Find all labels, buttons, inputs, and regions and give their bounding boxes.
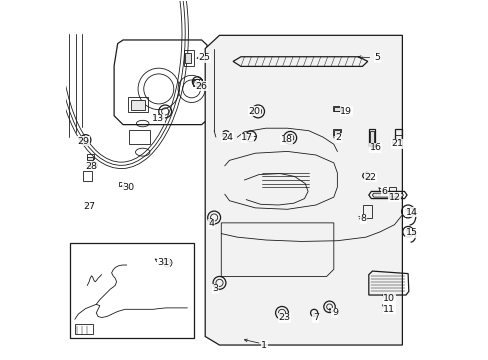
Text: 8: 8 <box>359 214 366 223</box>
Bar <box>86 154 94 159</box>
Text: 3: 3 <box>212 284 218 293</box>
Bar <box>394 129 401 140</box>
Bar <box>363 205 371 217</box>
Bar <box>183 50 193 66</box>
Text: 4: 4 <box>208 219 214 228</box>
Text: 31: 31 <box>157 258 169 267</box>
Bar <box>332 129 340 134</box>
Text: 12: 12 <box>388 193 400 202</box>
Text: 14: 14 <box>405 208 417 217</box>
Text: 28: 28 <box>85 162 98 171</box>
Text: 7: 7 <box>312 313 318 322</box>
Text: 18: 18 <box>280 135 292 144</box>
Polygon shape <box>205 35 402 345</box>
Text: 10: 10 <box>383 294 394 303</box>
Text: 20: 20 <box>248 107 260 116</box>
Bar <box>83 171 92 181</box>
Bar <box>368 129 374 146</box>
Text: 24: 24 <box>221 132 233 141</box>
Text: 21: 21 <box>390 139 403 148</box>
Bar <box>388 187 395 196</box>
Text: 6: 6 <box>381 187 386 196</box>
Text: 26: 26 <box>195 82 207 91</box>
Text: 30: 30 <box>122 183 134 192</box>
Bar <box>128 97 148 112</box>
Bar <box>119 182 124 186</box>
Text: 16: 16 <box>369 143 381 152</box>
Text: 13: 13 <box>152 114 164 123</box>
Text: 17: 17 <box>241 133 253 142</box>
Text: 1: 1 <box>261 341 266 350</box>
Bar <box>192 79 202 86</box>
Bar <box>332 106 340 111</box>
Bar <box>131 100 145 111</box>
Text: 9: 9 <box>331 309 337 318</box>
Bar <box>70 243 194 338</box>
Text: 22: 22 <box>364 173 375 182</box>
Bar <box>333 130 339 134</box>
Bar <box>369 131 373 145</box>
Text: 2: 2 <box>334 133 341 142</box>
Bar <box>333 107 339 111</box>
Text: 25: 25 <box>198 53 210 62</box>
Text: 23: 23 <box>278 313 290 322</box>
Bar <box>87 157 93 160</box>
Text: 15: 15 <box>405 228 417 237</box>
Bar <box>75 324 93 334</box>
Bar <box>184 53 191 63</box>
Polygon shape <box>372 193 403 197</box>
Text: 29: 29 <box>78 137 90 146</box>
Text: 11: 11 <box>383 305 394 314</box>
Text: 27: 27 <box>83 202 95 211</box>
Bar <box>129 130 150 144</box>
Text: 19: 19 <box>340 107 351 116</box>
Text: 5: 5 <box>374 53 380 62</box>
